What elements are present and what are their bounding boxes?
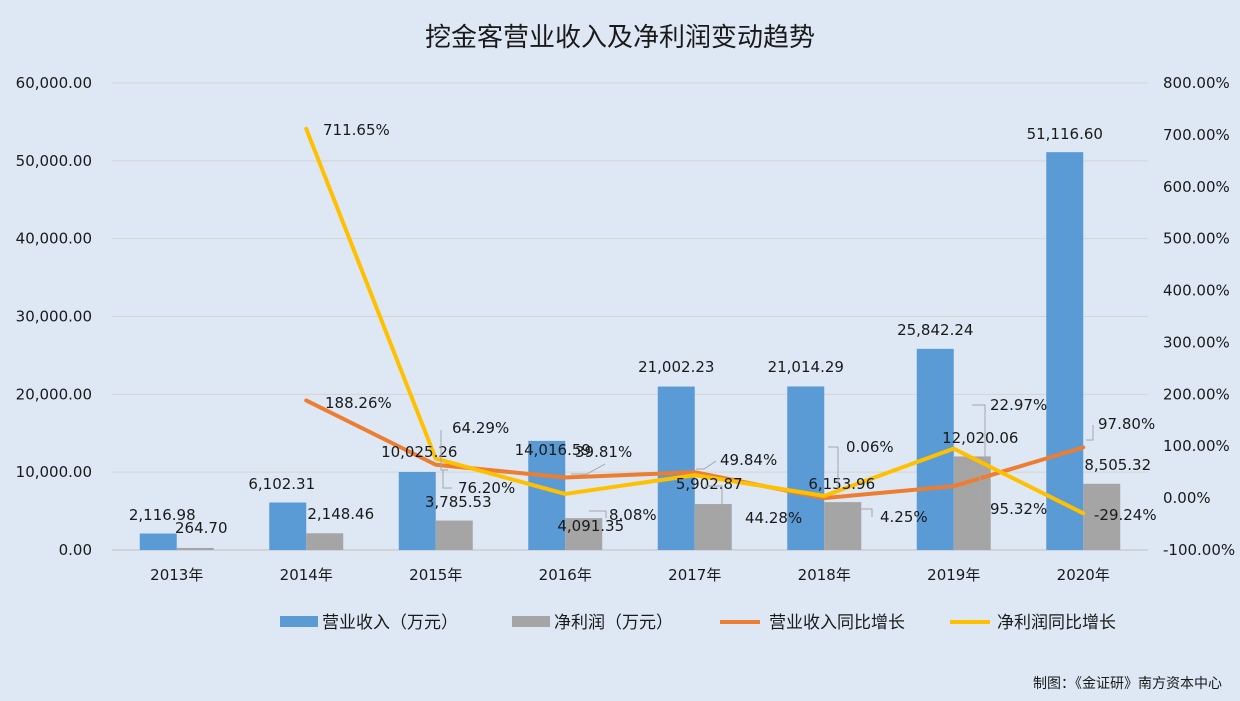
- chart-credit: 制图：《金证研》南方资本中心: [1033, 676, 1222, 692]
- net-profit-value-label: 8,505.32: [1084, 456, 1151, 474]
- net-profit-bar: [306, 533, 344, 550]
- lines: [304, 126, 1086, 516]
- revenue-growth-label: 97.80%: [1098, 415, 1155, 433]
- bars: [139, 152, 1121, 550]
- net-profit-value-label: 6,153.96: [808, 475, 875, 493]
- y-right-tick-label: 500.00%: [1163, 230, 1230, 248]
- y-left-tick-label: 60,000.00: [16, 74, 92, 92]
- legend-swatch: [280, 616, 318, 627]
- profit-growth-label: 4.25%: [880, 508, 928, 526]
- y-right-tick-label: 300.00%: [1163, 333, 1230, 351]
- net-profit-bar: [1083, 483, 1121, 550]
- x-tick-label: 2017年: [668, 566, 721, 584]
- label-leader-line: [571, 463, 606, 475]
- label-leader-line: [696, 460, 717, 470]
- profit-growth-label: 76.20%: [458, 479, 515, 497]
- legend-label: 净利润（万元）: [554, 613, 673, 633]
- net-profit-bar: [694, 504, 732, 550]
- label-leader-line: [440, 430, 448, 471]
- y-right-tick-label: 600.00%: [1163, 178, 1230, 196]
- profit-growth-label: 95.32%: [990, 500, 1047, 518]
- profit-growth-line: [304, 126, 1086, 516]
- revenue-value-label: 14,016.59: [515, 441, 591, 459]
- legend-label: 净利润同比增长: [997, 613, 1116, 633]
- revenue-bar: [269, 502, 307, 550]
- net-profit-value-label: 4,091.35: [557, 517, 624, 535]
- profit-growth-label: 8.08%: [609, 506, 657, 524]
- y-right-tick-label: 400.00%: [1163, 282, 1230, 300]
- x-tick-label: 2019年: [927, 566, 980, 584]
- legend-swatch: [512, 616, 550, 627]
- net-profit-bar: [176, 547, 214, 550]
- net-profit-bar: [565, 518, 603, 550]
- label-leader-line: [705, 485, 723, 519]
- label-leader-line: [442, 470, 452, 489]
- legend: 营业收入（万元） 净利润（万元） 营业收入同比增长 净利润同比增长: [280, 613, 1116, 633]
- y-left-tick-label: 40,000.00: [16, 230, 92, 248]
- revenue-growth-label: 49.84%: [720, 451, 777, 469]
- label-leader-line: [1086, 425, 1094, 441]
- y-left-tick-label: 0.00: [59, 541, 92, 559]
- revenue-growth-label: 39.81%: [575, 443, 632, 461]
- y-right-tick-label: -100.00%: [1163, 541, 1235, 559]
- x-tick-label: 2014年: [280, 566, 333, 584]
- net-profit-bar: [953, 456, 991, 550]
- x-tick-label: 2016年: [539, 566, 592, 584]
- x-tick-label: 2015年: [409, 566, 462, 584]
- legend-label: 营业收入同比增长: [769, 613, 905, 633]
- revenue-growth-label: 188.26%: [325, 394, 392, 412]
- revenue-value-label: 10,025.26: [381, 443, 457, 461]
- chart-title: 挖金客营业收入及净利润变动趋势: [425, 23, 815, 53]
- y-left-tick-label: 20,000.00: [16, 385, 92, 403]
- net-profit-value-label: 5,902.87: [676, 475, 743, 493]
- data-labels: 2,116.98 6,102.31 10,025.26 14,016.59 21,002…: [129, 121, 1157, 537]
- label-leader-line: [828, 446, 839, 490]
- y-right-tick-label: 800.00%: [1163, 74, 1230, 92]
- revenue-value-label: 2,116.98: [129, 506, 196, 524]
- net-profit-value-label: 264.70: [175, 519, 228, 537]
- label-leader-line: [970, 469, 981, 508]
- net-profit-bar: [824, 502, 862, 550]
- revenue-value-label: 21,002.23: [638, 358, 714, 376]
- label-leader-line: [589, 510, 607, 518]
- revenue-bar: [528, 440, 566, 550]
- revenue-value-label: 51,116.60: [1027, 125, 1103, 143]
- revenue-bar: [139, 533, 177, 550]
- legend-label: 营业收入（万元）: [322, 613, 458, 633]
- axes: 0.00 10,000.00 20,000.00 30,000.00 40,000.00…: [16, 74, 1236, 584]
- revenue-bar: [657, 386, 695, 550]
- net-profit-value-label: 3,785.53: [425, 493, 492, 511]
- profit-growth-label: -29.24%: [1094, 506, 1157, 524]
- revenue-value-label: 25,842.24: [897, 321, 973, 339]
- y-left-tick-label: 10,000.00: [16, 463, 92, 481]
- y-right-tick-label: 200.00%: [1163, 385, 1230, 403]
- revenue-bar: [398, 471, 436, 550]
- net-profit-value-label: 12,020.06: [942, 429, 1018, 447]
- y-left-tick-label: 50,000.00: [16, 152, 92, 170]
- revenue-value-label: 21,014.29: [768, 358, 844, 376]
- x-tick-label: 2013年: [150, 566, 203, 584]
- revenue-growth-label: 0.06%: [846, 438, 894, 456]
- revenue-growth-line: [304, 398, 1086, 501]
- gridlines: [112, 82, 1148, 551]
- profit-growth-label: 44.28%: [745, 509, 802, 527]
- x-tick-label: 2018年: [798, 566, 851, 584]
- y-right-tick-label: 0.00%: [1163, 489, 1211, 507]
- label-leader-line: [861, 508, 873, 517]
- y-right-tick-label: 700.00%: [1163, 126, 1230, 144]
- revenue-bar: [787, 386, 825, 550]
- label-leader-line: [972, 404, 986, 462]
- revenue-bar: [1046, 152, 1084, 550]
- revenue-growth-label: 22.97%: [990, 396, 1047, 414]
- revenue-value-label: 6,102.31: [248, 475, 315, 493]
- net-profit-value-label: 2,148.46: [307, 505, 374, 523]
- y-left-tick-label: 30,000.00: [16, 308, 92, 326]
- profit-growth-label: 711.65%: [323, 121, 390, 139]
- revenue-growth-label: 64.29%: [452, 419, 509, 437]
- y-right-tick-label: 100.00%: [1163, 437, 1230, 455]
- net-profit-bar: [435, 520, 473, 550]
- x-tick-label: 2020年: [1057, 566, 1110, 584]
